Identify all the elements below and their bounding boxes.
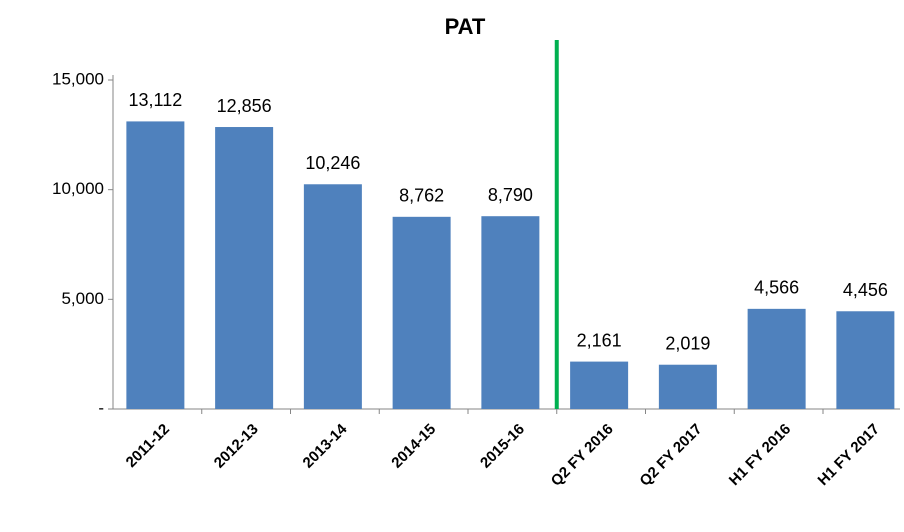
bar	[215, 127, 274, 409]
bar	[303, 184, 362, 409]
bar	[747, 308, 806, 409]
bar	[658, 364, 717, 409]
x-tick-label: H1 FY 2017	[815, 421, 883, 489]
x-tick-label: 2011-12	[123, 421, 173, 471]
value-label: 13,112	[129, 90, 183, 110]
x-tick-label: Q2 FY 2017	[636, 421, 705, 490]
x-tick-label: Q2 FY 2016	[548, 421, 617, 490]
y-tick-label: -	[98, 398, 104, 417]
x-tick-label: 2014-15	[388, 421, 439, 472]
value-label: 8,762	[399, 186, 444, 206]
bar	[836, 311, 895, 409]
value-label: 4,456	[843, 280, 888, 300]
x-tick-label: H1 FY 2016	[726, 421, 794, 489]
value-label: 4,566	[754, 278, 799, 298]
bar	[570, 361, 629, 409]
value-label: 8,790	[488, 185, 533, 205]
y-tick-label: 15,000	[52, 69, 104, 88]
x-tick-label: 2013-14	[300, 420, 351, 471]
y-tick-label: 5,000	[61, 289, 104, 308]
value-label: 10,246	[305, 153, 360, 173]
chart-title: PAT	[445, 14, 486, 39]
value-label: 2,019	[665, 333, 710, 353]
bar	[392, 216, 451, 409]
bar	[481, 216, 540, 409]
bar	[126, 121, 185, 410]
value-label: 2,161	[577, 330, 622, 350]
x-tick-label: 2015-16	[477, 421, 528, 472]
y-tick-label: 10,000	[52, 179, 104, 198]
x-tick-label: 2012-13	[211, 421, 262, 472]
value-label: 12,856	[217, 96, 272, 116]
